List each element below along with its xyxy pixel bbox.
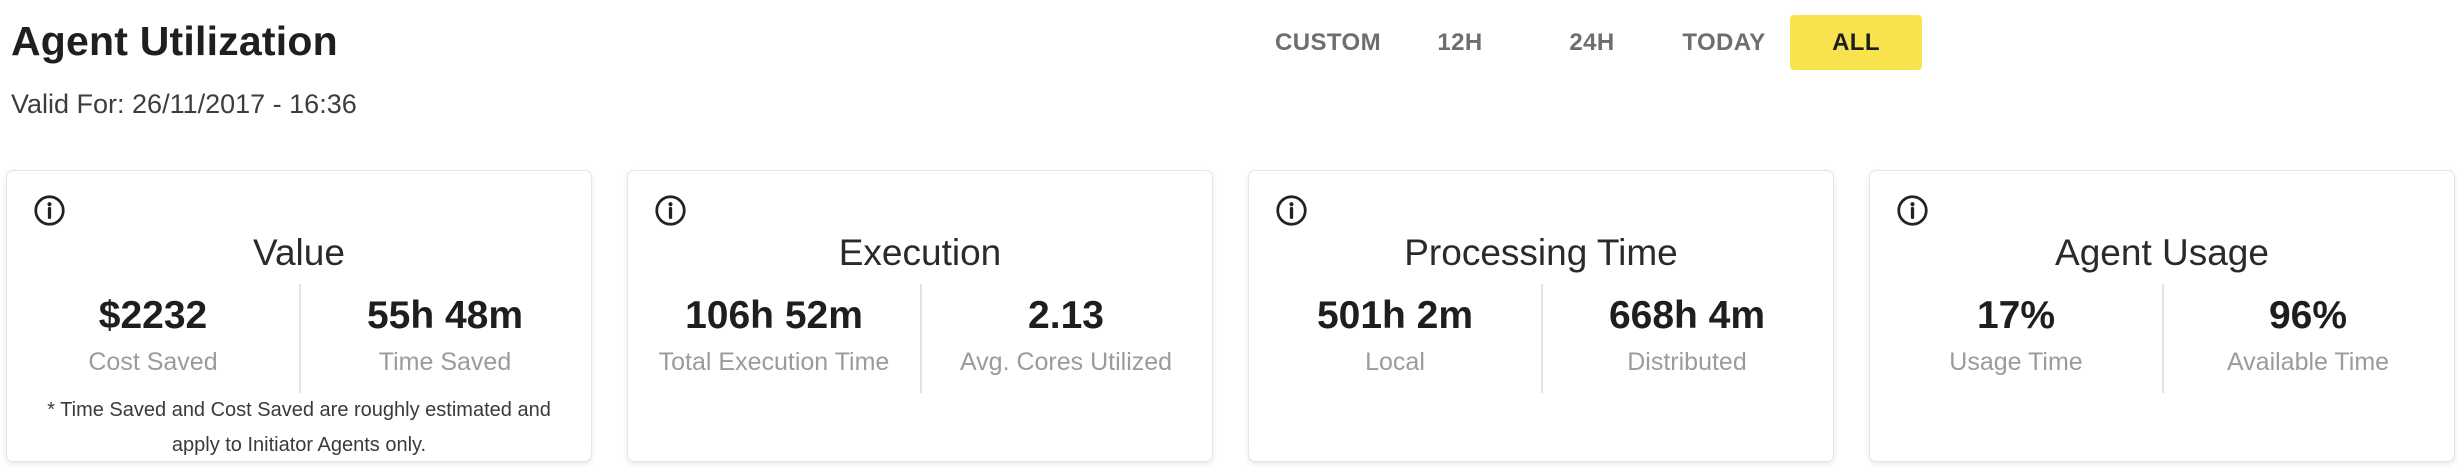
stat-avg-cores-utilized: 2.13 Avg. Cores Utilized	[920, 294, 1212, 377]
time-range-tabs: CUSTOM 12H 24H TODAY ALL	[1262, 15, 1922, 70]
card-title: Value	[253, 232, 345, 273]
tab-all[interactable]: ALL	[1790, 15, 1922, 70]
card-processing-time: Processing Time 501h 2m Local 668h 4m Di…	[1248, 170, 1834, 462]
stat-label: Local	[1365, 347, 1425, 376]
card-title: Agent Usage	[2055, 232, 2269, 273]
stat-value: 17%	[1976, 294, 2056, 337]
valid-for-text: Valid For: 26/11/2017 - 16:36	[11, 89, 357, 119]
page-title: Agent Utilization	[11, 18, 338, 64]
stat-cost-saved: $2232 Cost Saved	[7, 294, 299, 377]
info-icon[interactable]	[654, 194, 687, 227]
card-execution: Execution 106h 52m Total Execution Time …	[627, 170, 1213, 462]
stat-value: 106h 52m	[685, 294, 863, 337]
stat-divider	[299, 284, 301, 393]
stat-label: Cost Saved	[88, 347, 218, 376]
summary-cards-row: Value $2232 Cost Saved 55h 48m Time Save…	[6, 170, 2455, 462]
stat-distributed: 668h 4m Distributed	[1541, 294, 1833, 377]
tab-12h[interactable]: 12H	[1437, 28, 1483, 56]
card-agent-usage: Agent Usage 17% Usage Time 96% Available…	[1869, 170, 2455, 462]
stat-value: 668h 4m	[1608, 294, 1766, 337]
stat-local: 501h 2m Local	[1249, 294, 1541, 377]
stat-available-time: 96% Available Time	[2162, 294, 2454, 377]
stat-time-saved: 55h 48m Time Saved	[299, 294, 591, 377]
info-icon[interactable]	[1275, 194, 1308, 227]
info-icon[interactable]	[33, 194, 66, 227]
stat-label: Time Saved	[378, 347, 512, 376]
stat-value: 2.13	[1028, 294, 1104, 337]
card-stats: 17% Usage Time 96% Available Time	[1870, 284, 2454, 393]
stat-total-execution-time: 106h 52m Total Execution Time	[628, 294, 920, 377]
stat-divider	[2162, 284, 2164, 393]
stat-label: Usage Time	[1949, 347, 2083, 376]
tab-24h[interactable]: 24H	[1569, 28, 1615, 56]
value-footnote: * Time Saved and Cost Saved are roughly …	[47, 398, 551, 456]
card-title: Processing Time	[1404, 232, 1678, 273]
stat-value: 501h 2m	[1316, 294, 1474, 337]
tab-today[interactable]: TODAY	[1682, 28, 1766, 56]
stat-label: Total Execution Time	[658, 347, 890, 376]
stat-label: Distributed	[1627, 347, 1747, 376]
stat-label: Available Time	[2226, 347, 2390, 376]
stat-label: Avg. Cores Utilized	[959, 347, 1173, 376]
stat-value: 96%	[2268, 294, 2348, 337]
stat-divider	[1541, 284, 1543, 393]
stat-usage-time: 17% Usage Time	[1870, 294, 2162, 377]
info-icon[interactable]	[1896, 194, 1929, 227]
card-stats: $2232 Cost Saved 55h 48m Time Saved	[7, 284, 591, 393]
card-value: Value $2232 Cost Saved 55h 48m Time Save…	[6, 170, 592, 462]
card-stats: 501h 2m Local 668h 4m Distributed	[1249, 284, 1833, 393]
stat-value: 55h 48m	[366, 294, 524, 337]
card-title: Execution	[838, 232, 1002, 273]
header: Agent Utilization Valid For: 26/11/2017 …	[11, 18, 357, 120]
card-stats: 106h 52m Total Execution Time 2.13 Avg. …	[628, 284, 1212, 393]
tab-custom[interactable]: CUSTOM	[1275, 28, 1381, 56]
stat-value: $2232	[98, 294, 208, 337]
stat-divider	[920, 284, 922, 393]
